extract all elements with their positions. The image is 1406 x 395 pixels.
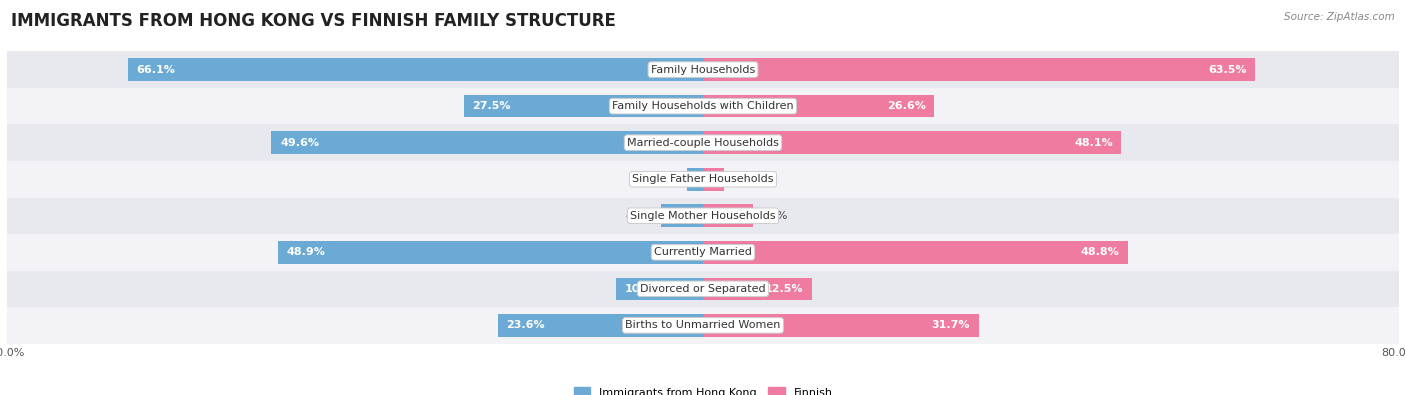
- Bar: [128, 58, 703, 81]
- Text: 26.6%: 26.6%: [887, 101, 925, 111]
- Text: Family Households with Children: Family Households with Children: [612, 101, 794, 111]
- Legend: Immigrants from Hong Kong, Finnish: Immigrants from Hong Kong, Finnish: [569, 383, 837, 395]
- Bar: [703, 241, 1128, 263]
- Text: Single Mother Households: Single Mother Households: [630, 211, 776, 221]
- Bar: [7, 271, 1399, 307]
- Text: 2.4%: 2.4%: [731, 174, 759, 184]
- Text: Single Father Households: Single Father Households: [633, 174, 773, 184]
- Bar: [7, 124, 1399, 161]
- Text: 27.5%: 27.5%: [472, 101, 510, 111]
- Bar: [277, 241, 703, 263]
- Bar: [703, 132, 1122, 154]
- Bar: [7, 51, 1399, 88]
- Text: Family Households: Family Households: [651, 65, 755, 75]
- Text: Divorced or Separated: Divorced or Separated: [640, 284, 766, 294]
- Bar: [271, 132, 703, 154]
- Bar: [7, 234, 1399, 271]
- Text: 12.5%: 12.5%: [765, 284, 803, 294]
- Text: 1.8%: 1.8%: [652, 174, 681, 184]
- Text: Married-couple Households: Married-couple Households: [627, 138, 779, 148]
- Text: 49.6%: 49.6%: [280, 138, 319, 148]
- Bar: [688, 168, 703, 190]
- Bar: [703, 278, 811, 300]
- Text: 48.8%: 48.8%: [1080, 247, 1119, 257]
- Text: IMMIGRANTS FROM HONG KONG VS FINNISH FAMILY STRUCTURE: IMMIGRANTS FROM HONG KONG VS FINNISH FAM…: [11, 12, 616, 30]
- Text: 4.8%: 4.8%: [626, 211, 654, 221]
- Text: Source: ZipAtlas.com: Source: ZipAtlas.com: [1284, 12, 1395, 22]
- Text: 23.6%: 23.6%: [506, 320, 546, 330]
- Bar: [7, 88, 1399, 124]
- Bar: [703, 95, 935, 117]
- Text: Births to Unmarried Women: Births to Unmarried Women: [626, 320, 780, 330]
- Bar: [703, 205, 752, 227]
- Text: 66.1%: 66.1%: [136, 65, 176, 75]
- Bar: [703, 58, 1256, 81]
- Bar: [498, 314, 703, 337]
- Text: Currently Married: Currently Married: [654, 247, 752, 257]
- Bar: [7, 307, 1399, 344]
- Bar: [703, 314, 979, 337]
- Text: 31.7%: 31.7%: [932, 320, 970, 330]
- Text: 48.9%: 48.9%: [287, 247, 325, 257]
- Text: 5.7%: 5.7%: [759, 211, 787, 221]
- Bar: [616, 278, 703, 300]
- Bar: [7, 161, 1399, 198]
- Text: 10.0%: 10.0%: [624, 284, 664, 294]
- Bar: [464, 95, 703, 117]
- Bar: [703, 168, 724, 190]
- Bar: [661, 205, 703, 227]
- Text: 63.5%: 63.5%: [1208, 65, 1247, 75]
- Text: 48.1%: 48.1%: [1074, 138, 1112, 148]
- Bar: [7, 198, 1399, 234]
